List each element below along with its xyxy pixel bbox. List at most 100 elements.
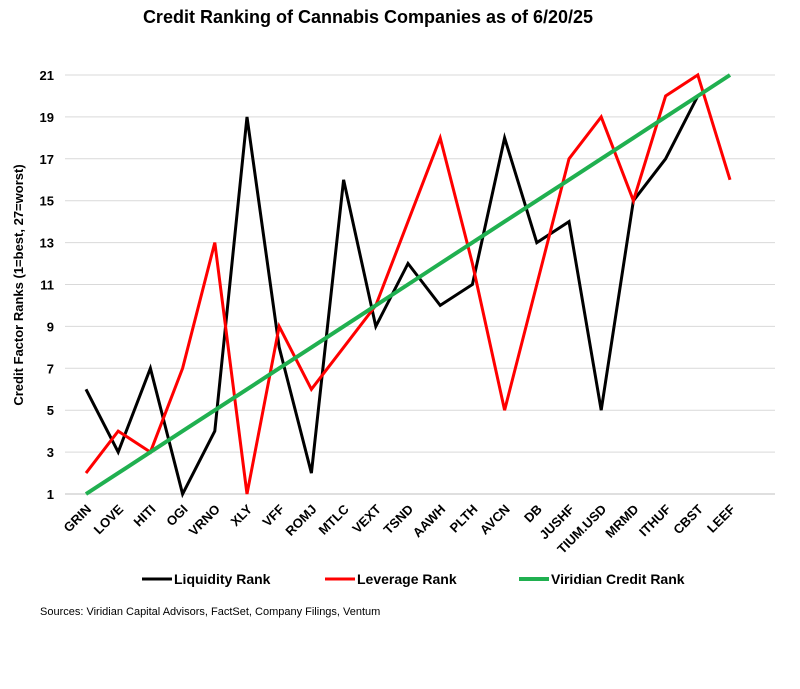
series-line-leverage-rank [84, 72, 732, 495]
data-point [181, 430, 184, 433]
data-point [213, 241, 216, 244]
data-point [310, 388, 313, 391]
data-point [407, 220, 410, 223]
x-tick-label: VEXT [349, 501, 384, 536]
y-tick-label: 3 [47, 445, 54, 460]
legend-label: Leverage Rank [357, 571, 457, 587]
data-point [85, 493, 88, 496]
x-tick-label: GRIN [61, 502, 95, 536]
data-point [471, 262, 474, 265]
data-point [600, 157, 603, 160]
data-point [278, 367, 281, 370]
data-point [664, 94, 667, 97]
y-tick-label: 17 [40, 152, 54, 167]
y-tick-label: 11 [40, 278, 54, 293]
data-point [246, 388, 249, 391]
data-point [310, 346, 313, 349]
data-point [439, 304, 442, 307]
data-point [729, 178, 732, 181]
y-tick-label: 15 [40, 194, 54, 209]
data-point [246, 493, 249, 496]
x-tick-label: VRNO [186, 502, 223, 539]
source-note: Sources: Viridian Capital Advisors, Fact… [40, 606, 380, 618]
x-tick-label: AAWH [410, 502, 449, 541]
data-point [278, 346, 281, 349]
x-tick-label: DB [521, 502, 545, 526]
data-point [632, 136, 635, 139]
data-point [85, 388, 88, 391]
data-point [310, 472, 313, 475]
data-point [471, 283, 474, 286]
x-tick-label: MRMD [602, 502, 641, 541]
x-tick-label: VFF [259, 501, 287, 529]
x-tick-label: ITHUF [636, 501, 674, 539]
data-point [439, 262, 442, 265]
data-point [117, 472, 120, 475]
data-point [535, 199, 538, 202]
series-line-viridian-credit-rank [84, 73, 732, 496]
y-tick-label: 5 [47, 403, 54, 418]
data-point [117, 430, 120, 433]
data-point [407, 262, 410, 265]
x-tick-label: PLTH [447, 502, 481, 536]
data-point [471, 241, 474, 244]
chart-title: Credit Ranking of Cannabis Companies as … [143, 7, 593, 27]
data-point [535, 241, 538, 244]
data-point [181, 493, 184, 496]
y-tick-label: 13 [40, 236, 54, 251]
data-point [439, 136, 442, 139]
y-tick-label: 21 [40, 68, 54, 83]
data-point [664, 115, 667, 118]
data-point [278, 325, 281, 328]
legend-label: Liquidity Rank [174, 571, 271, 587]
data-point [181, 367, 184, 370]
y-tick-label: 19 [40, 110, 54, 125]
x-tick-label: AVCN [477, 502, 513, 538]
series-lines [84, 72, 732, 499]
data-point [149, 367, 152, 370]
x-tick-label: LOVE [91, 501, 127, 537]
x-tick-label: OGI [163, 502, 190, 529]
data-point [374, 304, 377, 307]
legend-label: Viridian Credit Rank [551, 571, 685, 587]
data-point [117, 451, 120, 454]
data-point [503, 409, 506, 412]
x-tick-label: MTLC [316, 501, 353, 538]
data-point [503, 220, 506, 223]
data-point [632, 199, 635, 202]
data-point [246, 115, 249, 118]
x-tick-label: LEEF [704, 501, 738, 535]
data-point [342, 325, 345, 328]
x-tick-label: ROMJ [282, 502, 319, 539]
data-point [213, 409, 216, 412]
data-point [664, 157, 667, 160]
x-tick-label: CBST [670, 501, 706, 537]
data-point [568, 157, 571, 160]
data-point [568, 178, 571, 181]
x-tick-label: XLY [227, 501, 255, 529]
data-point [342, 346, 345, 349]
data-point [85, 472, 88, 475]
data-point [342, 178, 345, 181]
data-point [568, 220, 571, 223]
data-point [407, 283, 410, 286]
data-point [600, 115, 603, 118]
x-tick-label: HITI [131, 502, 159, 530]
data-point [149, 451, 152, 454]
data-point [374, 325, 377, 328]
data-point [696, 94, 699, 97]
y-tick-label: 1 [47, 487, 54, 502]
legend: Liquidity Rank Leverage Rank Viridian Cred… [142, 571, 685, 587]
data-point [729, 74, 732, 77]
data-point [535, 283, 538, 286]
y-axis-label: Credit Factor Ranks (1=best, 27=worst) [11, 164, 26, 405]
y-tick-label: 7 [47, 361, 54, 376]
data-point [213, 430, 216, 433]
data-point [696, 74, 699, 77]
y-tick-label: 9 [47, 319, 54, 334]
data-point [600, 409, 603, 412]
data-point [503, 136, 506, 139]
